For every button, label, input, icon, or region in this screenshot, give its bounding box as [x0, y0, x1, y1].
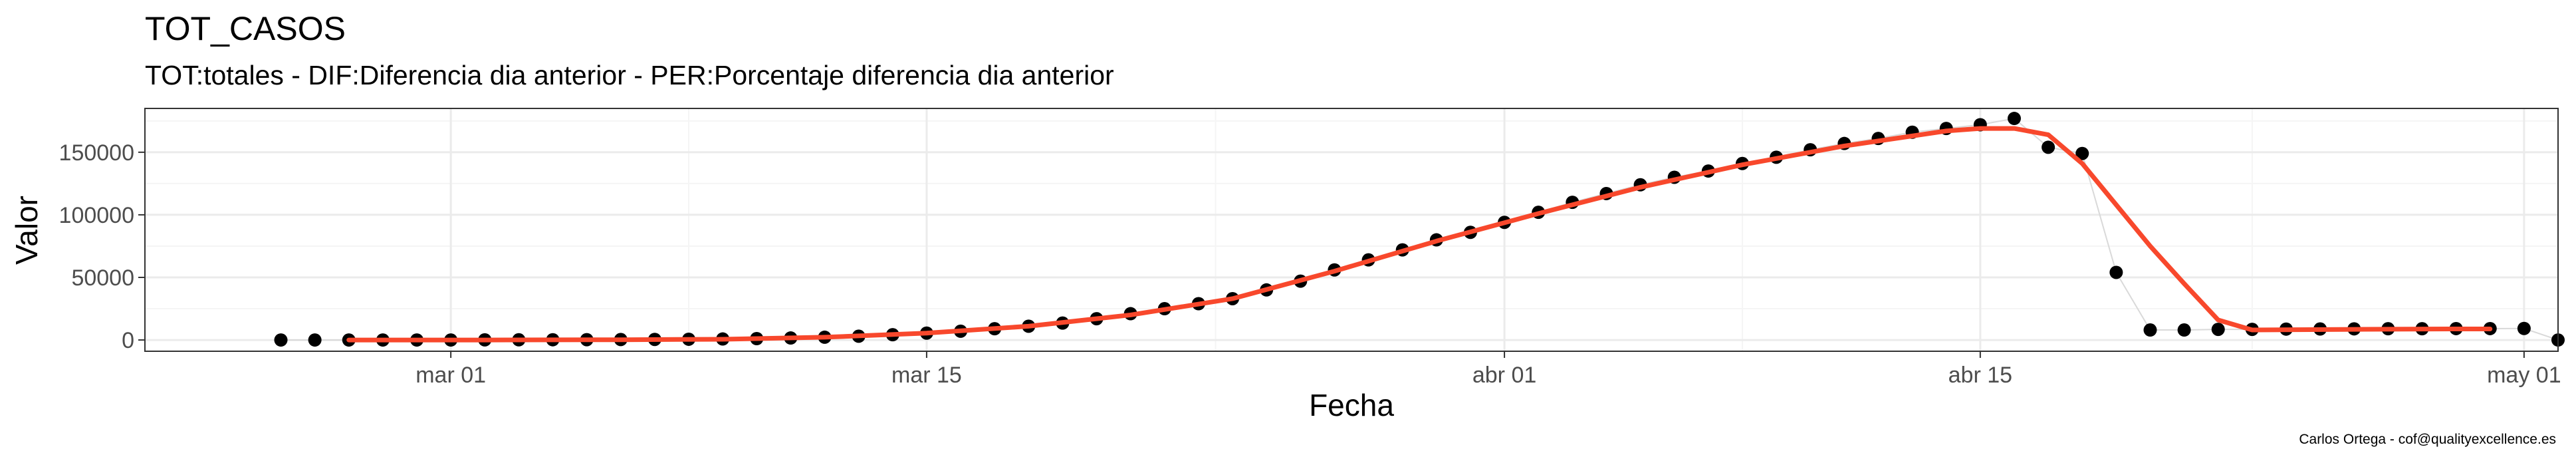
chart-subtitle: TOT:totales - DIF:Diferencia dia anterio…	[145, 60, 1114, 90]
x-tick-label: abr 01	[1472, 363, 1536, 388]
smooth-line	[346, 126, 2493, 343]
plot-panel	[145, 108, 2558, 351]
y-tick-label: 150000	[59, 140, 134, 166]
data-point	[2517, 321, 2531, 335]
data-point	[2007, 112, 2021, 126]
caption: Carlos Ortega - cof@qualityexcellence.es	[2299, 432, 2556, 447]
chart-title: TOT_CASOS	[145, 10, 346, 47]
data-point	[2177, 323, 2191, 337]
y-tick-label: 0	[122, 328, 134, 353]
smooth-series-line	[346, 126, 2493, 343]
y-tick-label: 100000	[59, 203, 134, 228]
y-axis-title: Valor	[9, 196, 44, 265]
data-point	[2042, 140, 2055, 154]
data-point	[274, 333, 288, 347]
data-point	[2143, 323, 2157, 337]
data-point	[308, 333, 322, 347]
data-point	[2075, 146, 2089, 160]
y-axis: 0 50000 100000 150000	[59, 140, 145, 353]
x-axis-title: Fecha	[1309, 388, 1394, 422]
y-tick-label: 50000	[71, 265, 134, 291]
x-tick-label: mar 15	[891, 363, 962, 388]
x-tick-label: may 01	[2487, 363, 2561, 388]
data-point	[2109, 265, 2123, 279]
x-tick-label: mar 01	[415, 363, 486, 388]
data-point	[2211, 323, 2225, 337]
x-axis: mar 01 mar 15 abr 01 abr 15 may 01	[415, 351, 2561, 388]
x-tick-label: abr 15	[1948, 363, 2012, 388]
panel-border	[144, 108, 2559, 352]
